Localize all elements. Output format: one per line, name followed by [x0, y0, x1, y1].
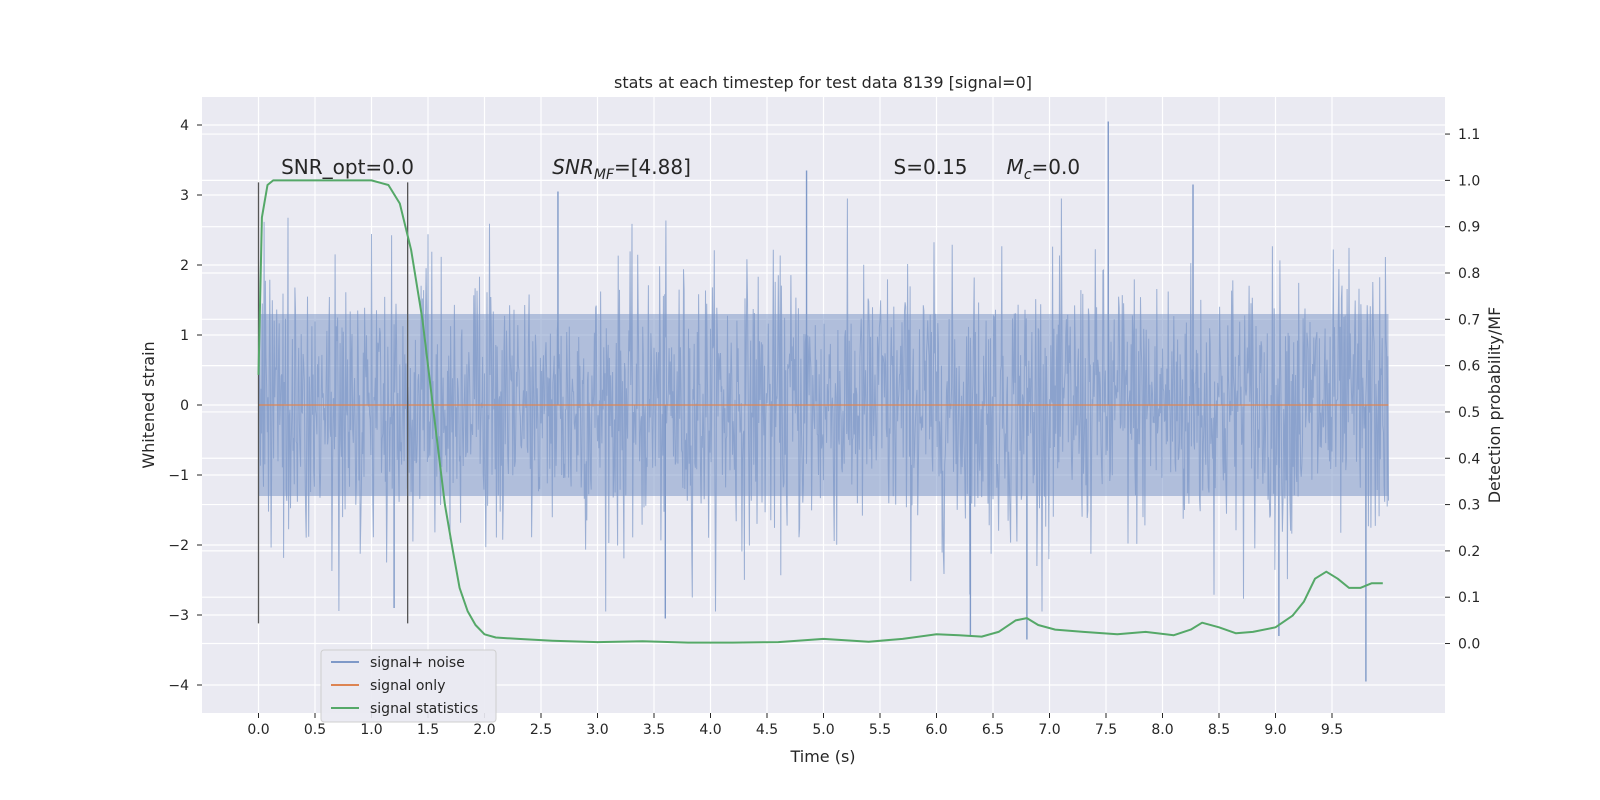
x-tick-label-13: 6.5	[982, 722, 1004, 738]
yr-tick-label-10: 1.0	[1458, 173, 1480, 189]
x-axis-label: Time (s)	[789, 747, 855, 766]
yr-tick-label-5: 0.5	[1458, 405, 1480, 421]
legend-label-noise: signal+ noise	[370, 655, 465, 671]
y-tick-label-5: 1	[180, 328, 189, 344]
x-tick-label-3: 1.5	[417, 722, 439, 738]
y-tick-label-1: −3	[168, 608, 189, 624]
yr-tick-label-7: 0.7	[1458, 312, 1480, 328]
y-axis-right-label: Detection probability/MF	[1485, 307, 1504, 504]
annotations: SNR_opt=0.0 SNRMF=[4.88] S=0.15 Mc=0.0	[281, 155, 1080, 183]
y-tick-label-6: 2	[180, 258, 189, 274]
legend: signal+ noise signal only signal statist…	[320, 649, 497, 723]
y-tick-label-8: 4	[180, 118, 189, 134]
axis-ticks: 0.0 0.5 1.0 1.5 2.0 2.5 3.0 3.5 4.0 4.5 5.0 5.5 6.0 6…	[168, 118, 1480, 738]
x-tick-label-5: 2.5	[530, 722, 552, 738]
yr-tick-label-2: 0.2	[1458, 544, 1480, 560]
annotation-1: SNRMF=[4.88]	[552, 155, 691, 183]
chart-title: stats at each timestep for test data 813…	[614, 73, 1032, 92]
x-tick-label-18: 9.0	[1264, 722, 1286, 738]
vertical-markers	[257, 182, 409, 624]
annotation-2: S=0.15	[894, 155, 968, 179]
x-tick-label-8: 4.0	[699, 722, 721, 738]
x-tick-label-11: 5.5	[869, 722, 891, 738]
legend-label-stats: signal statistics	[370, 701, 478, 717]
yr-tick-label-0: 0.0	[1458, 637, 1480, 653]
signal-statistics-series	[257, 179, 1383, 644]
x-tick-label-14: 7.0	[1038, 722, 1060, 738]
y-tick-label-2: −2	[168, 538, 189, 554]
yr-tick-label-1: 0.1	[1458, 590, 1480, 606]
x-tick-label-7: 3.5	[643, 722, 665, 738]
x-tick-label-0: 0.0	[247, 722, 269, 738]
yr-tick-label-11: 1.1	[1458, 127, 1480, 143]
x-tick-label-17: 8.5	[1208, 722, 1230, 738]
x-tick-label-16: 8.0	[1151, 722, 1173, 738]
x-tick-label-4: 2.0	[473, 722, 495, 738]
y-tick-label-0: −4	[168, 678, 189, 694]
annotation-0: SNR_opt=0.0	[281, 155, 414, 179]
x-tick-label-2: 1.0	[360, 722, 382, 738]
yr-tick-label-8: 0.8	[1458, 266, 1480, 282]
x-tick-label-6: 3.0	[586, 722, 608, 738]
y-tick-label-7: 3	[180, 188, 189, 204]
yr-tick-label-9: 0.9	[1458, 220, 1480, 236]
x-tick-label-19: 9.5	[1321, 722, 1343, 738]
yr-tick-label-6: 0.6	[1458, 359, 1480, 375]
legend-label-signal: signal only	[370, 678, 445, 694]
x-tick-label-12: 6.0	[925, 722, 947, 738]
x-tick-label-10: 5.0	[812, 722, 834, 738]
annotation-3: Mc=0.0	[1007, 155, 1081, 183]
y-tick-label-3: −1	[168, 468, 189, 484]
x-tick-label-1: 0.5	[304, 722, 326, 738]
x-tick-label-15: 7.5	[1095, 722, 1117, 738]
y-tick-label-4: 0	[180, 398, 189, 414]
legend-box	[320, 649, 497, 723]
signal-statistics-line	[257, 179, 1383, 644]
yr-tick-label-3: 0.3	[1458, 498, 1480, 514]
x-tick-label-9: 4.5	[756, 722, 778, 738]
yr-tick-label-4: 0.4	[1458, 451, 1480, 467]
y-axis-label: Whitened strain	[139, 341, 158, 468]
